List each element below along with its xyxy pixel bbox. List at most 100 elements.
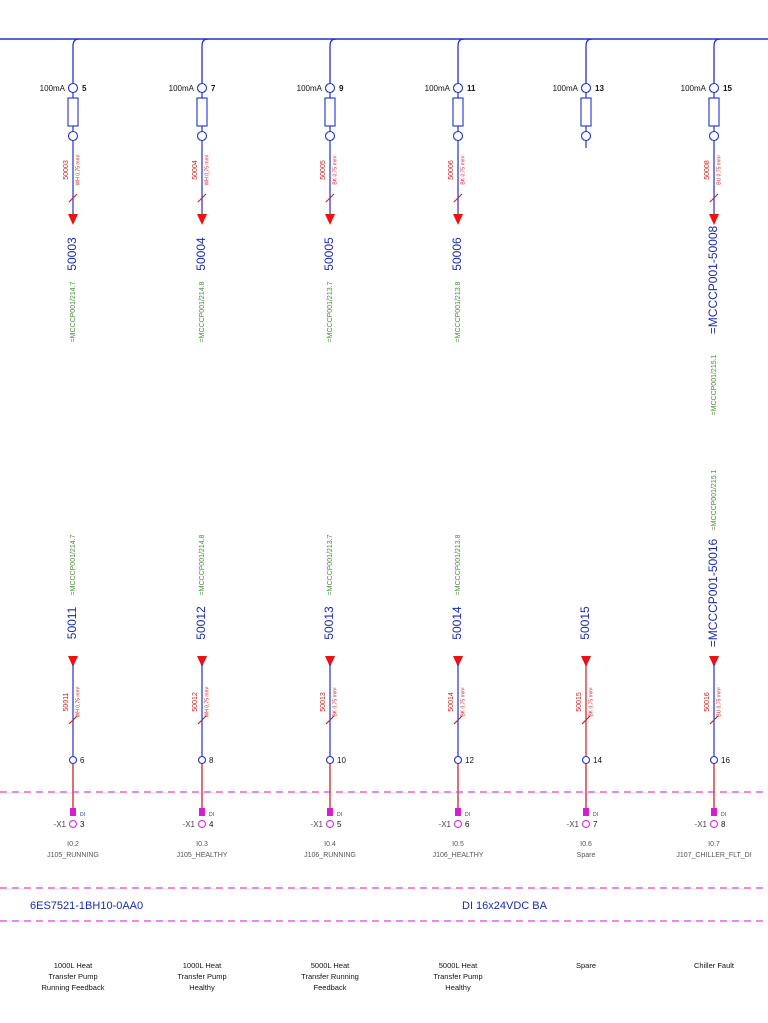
cable-bottom-ref: =MCCCP001/214.8 bbox=[199, 534, 206, 595]
di-marker-block bbox=[327, 808, 333, 816]
x1-pin-number: 4 bbox=[209, 820, 214, 829]
fuse-bottom-terminal bbox=[67, 130, 79, 142]
x1-terminal-point bbox=[581, 819, 591, 829]
fuse-body bbox=[196, 97, 208, 127]
wire-top-number: 50003 bbox=[63, 160, 70, 180]
wire-top-spec: BU 0,75 mm² bbox=[716, 155, 722, 185]
io-tag: J105_RUNNING bbox=[47, 852, 99, 859]
x1-pin-number: 5 bbox=[337, 820, 342, 829]
x1-label: -X1 bbox=[439, 820, 452, 829]
fuse-body bbox=[452, 97, 464, 127]
cable-bottom-label: =MCCCP001-50016 bbox=[706, 538, 720, 647]
wire-slash-mark bbox=[325, 193, 335, 203]
fuse-body bbox=[708, 97, 720, 127]
channel-description-line: Spare bbox=[576, 961, 596, 970]
x1-pin-number: 7 bbox=[593, 820, 598, 829]
bus-drop-line bbox=[585, 38, 593, 88]
wire-slash-mark bbox=[68, 715, 78, 725]
io-address: I0.5 bbox=[452, 841, 464, 848]
fuse-rating-label: 100mA bbox=[297, 84, 323, 93]
channel-description-line: 5000L Heat bbox=[311, 961, 350, 970]
channel-description: Chiller Fault bbox=[694, 961, 735, 970]
io-address: I0.4 bbox=[324, 841, 336, 848]
wire-slash-mark bbox=[709, 715, 719, 725]
terminal-number: 12 bbox=[465, 756, 474, 765]
cable-arrow-top bbox=[709, 214, 719, 225]
di-marker-block bbox=[199, 808, 205, 816]
fuse-top-terminal bbox=[452, 82, 464, 94]
fuse-terminal-number: 9 bbox=[339, 84, 344, 93]
di-marker-label: DI bbox=[593, 812, 598, 818]
fuse-body bbox=[324, 97, 336, 127]
wire-slash-mark bbox=[197, 715, 207, 725]
fuse-terminal-number: 13 bbox=[595, 84, 604, 93]
fuse-top-terminal bbox=[324, 82, 336, 94]
cable-bottom-ref: =MCCCP001/214.7 bbox=[70, 534, 77, 595]
wire-top-spec: WH 0,75 mm² bbox=[204, 154, 210, 185]
wire-bottom-number: 50012 bbox=[192, 692, 199, 712]
channel-description-line: 5000L Heat bbox=[439, 961, 478, 970]
di-marker-label: DI bbox=[209, 812, 214, 818]
io-tag: Spare bbox=[577, 852, 596, 859]
x1-label: -X1 bbox=[54, 820, 67, 829]
channel-description: 5000L Heat Transfer Pump Healthy bbox=[433, 961, 482, 992]
channel-description-line: Transfer Running bbox=[301, 972, 359, 981]
io-tag: J106_HEALTHY bbox=[433, 852, 484, 859]
wire-bottom-spec: BK 0,75 mm² bbox=[588, 687, 594, 717]
wire-bottom-number: 50013 bbox=[320, 692, 327, 712]
io-address: I0.2 bbox=[67, 841, 79, 848]
x1-label: -X1 bbox=[311, 820, 324, 829]
fuse-terminal-number: 11 bbox=[467, 84, 476, 93]
wire-slash-mark bbox=[709, 193, 719, 203]
bus-drop-line bbox=[72, 38, 80, 88]
terminal-number: 16 bbox=[721, 756, 730, 765]
cable-top-label: 50006 bbox=[450, 237, 464, 271]
channel-description-line: Running Feedback bbox=[42, 983, 105, 992]
terminal-point bbox=[453, 755, 463, 765]
x1-terminal-point bbox=[709, 819, 719, 829]
module-part-number: 6ES7521-1BH10-0AA0 bbox=[30, 900, 143, 912]
x1-terminal-point bbox=[325, 819, 335, 829]
x1-label: -X1 bbox=[567, 820, 580, 829]
cable-bottom-label: 50013 bbox=[322, 606, 336, 640]
x1-label: -X1 bbox=[183, 820, 196, 829]
fuse-bottom-terminal bbox=[452, 130, 464, 142]
wire-bottom-number: 50016 bbox=[704, 692, 711, 712]
terminal-number: 8 bbox=[209, 756, 214, 765]
terminal-point bbox=[581, 755, 591, 765]
wire-bottom-number: 50015 bbox=[576, 692, 583, 712]
fuse-terminal-number: 5 bbox=[82, 84, 87, 93]
cable-top-label: 50003 bbox=[65, 237, 79, 271]
di-marker-label: DI bbox=[721, 812, 726, 818]
fuse-top-terminal bbox=[196, 82, 208, 94]
wire-top-number: 50008 bbox=[704, 160, 711, 180]
terminal-point bbox=[68, 755, 78, 765]
fuse-bottom-terminal bbox=[196, 130, 208, 142]
cable-arrow-bottom bbox=[709, 656, 719, 667]
io-tag: J105_HEALTHY bbox=[177, 852, 228, 859]
wire-top-spec: BK 0,75 mm² bbox=[460, 155, 466, 185]
wire-bottom-spec: WH 0,75 mm² bbox=[75, 686, 81, 717]
cable-arrow-bottom bbox=[581, 656, 591, 667]
wire-top-spec: BK 0,75 mm² bbox=[332, 155, 338, 185]
wire-bottom-spec: BK 0,75 mm² bbox=[460, 687, 466, 717]
fuse-rating-label: 100mA bbox=[40, 84, 66, 93]
channel-description-line: Healthy bbox=[445, 983, 471, 992]
di-marker-label: DI bbox=[80, 812, 85, 818]
cable-arrow-bottom bbox=[68, 656, 78, 667]
cable-top-label: 50005 bbox=[322, 237, 336, 271]
cable-bottom-label: 50012 bbox=[194, 606, 208, 640]
di-marker-label: DI bbox=[465, 812, 470, 818]
channel-description-line: 1000L Heat bbox=[183, 961, 222, 970]
cable-bottom-ref: =MCCCP001/213.8 bbox=[455, 534, 462, 595]
di-marker-label: DI bbox=[337, 812, 342, 818]
fuse-bottom-terminal bbox=[324, 130, 336, 142]
io-tag: J107_CHILLER_FLT_DI bbox=[676, 852, 751, 859]
wire-top-number: 50004 bbox=[192, 160, 199, 180]
channel-description-line: Feedback bbox=[314, 983, 347, 992]
cable-arrow-bottom bbox=[325, 656, 335, 667]
cable-top-ref: =MCCCP001/213.8 bbox=[455, 281, 462, 342]
di-marker-block bbox=[70, 808, 76, 816]
terminal-point bbox=[709, 755, 719, 765]
cable-top-label: 50004 bbox=[194, 237, 208, 271]
